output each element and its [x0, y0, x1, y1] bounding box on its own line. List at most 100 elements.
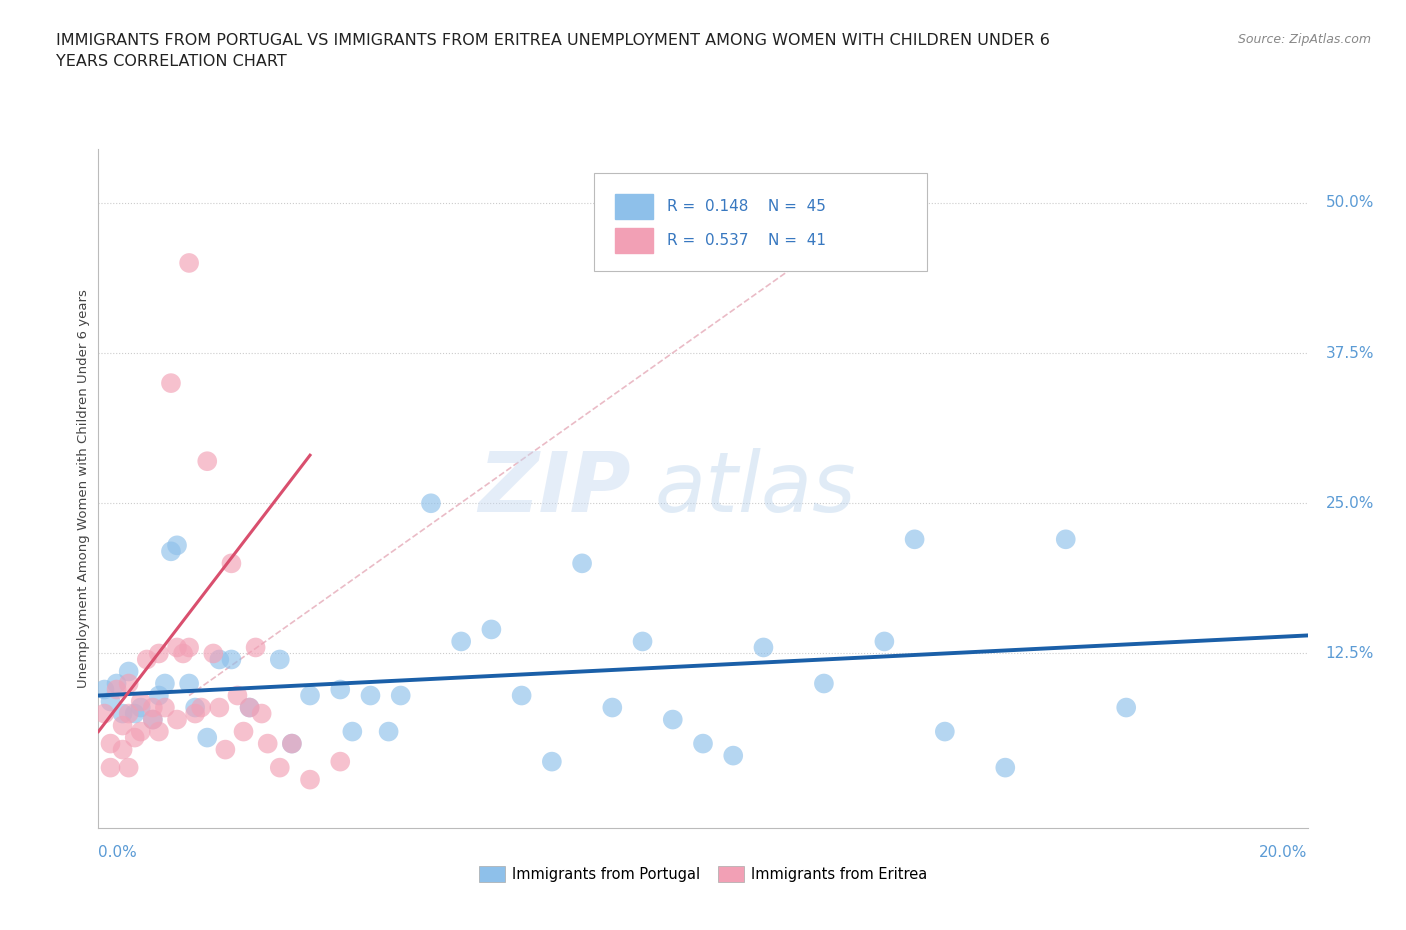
Point	[118, 760, 141, 775]
Text: 50.0%: 50.0%	[1326, 195, 1374, 210]
Point	[142, 712, 165, 727]
Point	[153, 700, 176, 715]
Point	[148, 688, 170, 703]
Point	[208, 652, 231, 667]
Point	[153, 676, 176, 691]
Point	[540, 754, 562, 769]
Point	[129, 724, 152, 739]
Point	[100, 737, 122, 751]
Point	[177, 256, 201, 271]
Point	[1054, 532, 1077, 547]
Point	[177, 640, 201, 655]
Text: atlas: atlas	[655, 447, 856, 529]
Point	[360, 688, 382, 703]
Text: 12.5%: 12.5%	[1326, 646, 1374, 661]
Point	[661, 712, 683, 727]
FancyBboxPatch shape	[595, 173, 927, 271]
Point	[118, 676, 141, 691]
Point	[111, 706, 134, 721]
Point	[377, 724, 399, 739]
Point	[281, 737, 304, 751]
Point	[166, 538, 188, 552]
Point	[389, 688, 412, 703]
Point	[142, 700, 165, 715]
Text: ZIP: ZIP	[478, 447, 630, 529]
Point	[1115, 700, 1137, 715]
Point	[111, 718, 134, 733]
Point	[329, 682, 352, 697]
Point	[166, 640, 188, 655]
Point	[111, 742, 134, 757]
Point	[250, 706, 273, 721]
Point	[904, 532, 927, 547]
Point	[100, 760, 122, 775]
Point	[934, 724, 956, 739]
Point	[571, 556, 593, 571]
Point	[813, 676, 835, 691]
Point	[184, 700, 207, 715]
Point	[299, 772, 322, 787]
Point	[118, 664, 141, 679]
Point	[195, 454, 218, 469]
Point	[239, 700, 262, 715]
Point	[100, 694, 122, 709]
Point	[184, 706, 207, 721]
Point	[105, 682, 128, 697]
Point	[118, 706, 141, 721]
Point	[602, 700, 624, 715]
Point	[692, 737, 714, 751]
Point	[93, 682, 115, 697]
Text: R =  0.537    N =  41: R = 0.537 N = 41	[666, 232, 825, 248]
Point	[124, 706, 146, 721]
Point	[208, 700, 231, 715]
Point	[177, 676, 201, 691]
Point	[195, 730, 218, 745]
Point	[221, 652, 243, 667]
Point	[239, 700, 262, 715]
Point	[873, 634, 896, 649]
Point	[329, 754, 352, 769]
Point	[160, 544, 183, 559]
Point	[342, 724, 364, 739]
Point	[269, 760, 291, 775]
FancyBboxPatch shape	[614, 193, 654, 219]
Point	[269, 652, 291, 667]
Point	[631, 634, 654, 649]
Point	[450, 634, 472, 649]
Point	[93, 706, 115, 721]
FancyBboxPatch shape	[614, 228, 654, 253]
Point	[752, 640, 775, 655]
Point	[148, 724, 170, 739]
Text: 25.0%: 25.0%	[1326, 496, 1374, 511]
Point	[419, 496, 441, 511]
Point	[299, 688, 322, 703]
Point	[232, 724, 254, 739]
Point	[214, 742, 236, 757]
Point	[148, 646, 170, 661]
Text: Source: ZipAtlas.com: Source: ZipAtlas.com	[1237, 33, 1371, 46]
Point	[172, 646, 194, 661]
Point	[135, 652, 157, 667]
Point	[129, 700, 152, 715]
Point	[166, 712, 188, 727]
Text: 0.0%: 0.0%	[98, 844, 138, 859]
Point	[281, 737, 304, 751]
Point	[994, 760, 1017, 775]
Point	[226, 688, 249, 703]
Point	[245, 640, 267, 655]
Point	[721, 748, 744, 763]
Point	[190, 700, 212, 715]
Point	[160, 376, 183, 391]
Point	[124, 730, 146, 745]
Legend: Immigrants from Portugal, Immigrants from Eritrea: Immigrants from Portugal, Immigrants fro…	[472, 860, 934, 888]
Point	[105, 676, 128, 691]
Y-axis label: Unemployment Among Women with Children Under 6 years: Unemployment Among Women with Children U…	[77, 289, 90, 687]
Point	[129, 694, 152, 709]
Point	[221, 556, 243, 571]
Text: R =  0.148    N =  45: R = 0.148 N = 45	[666, 199, 825, 214]
Point	[202, 646, 225, 661]
Point	[142, 712, 165, 727]
Point	[256, 737, 278, 751]
Point	[510, 688, 533, 703]
Text: 37.5%: 37.5%	[1326, 346, 1374, 361]
